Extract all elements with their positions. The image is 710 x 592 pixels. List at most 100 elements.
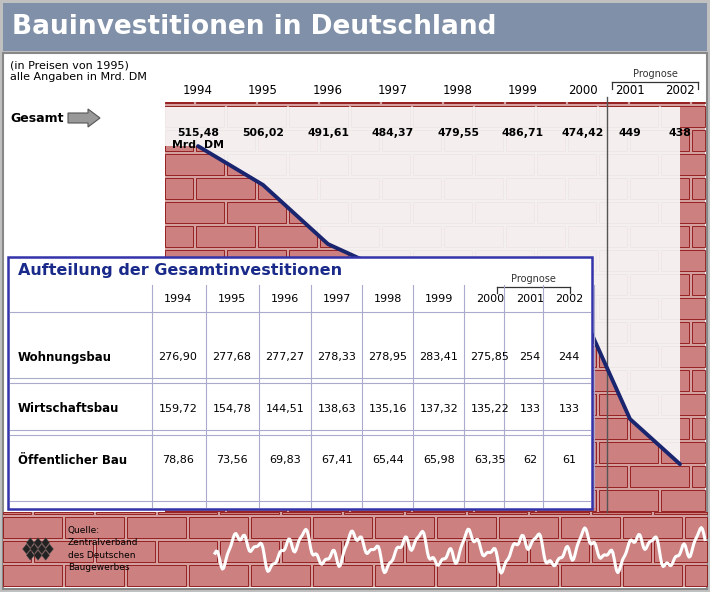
Text: 65,98: 65,98	[423, 455, 455, 465]
Bar	[475, 153, 534, 175]
Text: Aufteilung der Gesamtinvestitionen: Aufteilung der Gesamtinvestitionen	[18, 263, 342, 278]
Bar	[220, 540, 279, 561]
Bar	[630, 178, 689, 198]
Bar	[568, 369, 627, 391]
Bar	[165, 201, 224, 223]
Bar	[344, 512, 403, 513]
Bar	[196, 130, 255, 150]
Text: 2002: 2002	[665, 84, 695, 97]
Bar	[692, 369, 705, 391]
Bar	[692, 178, 705, 198]
Bar	[530, 512, 589, 513]
Text: 1995: 1995	[218, 294, 246, 304]
Bar	[413, 394, 472, 414]
Text: 1995: 1995	[248, 84, 278, 97]
Text: 515,48
Mrd. DM: 515,48 Mrd. DM	[172, 128, 224, 150]
Bar	[692, 417, 705, 439]
Bar	[444, 178, 503, 198]
Bar	[165, 417, 193, 439]
Bar	[196, 465, 255, 487]
Bar	[320, 417, 379, 439]
Text: 484,37: 484,37	[372, 128, 414, 138]
Bar	[227, 346, 286, 366]
Bar	[158, 512, 217, 513]
Text: 73,56: 73,56	[216, 455, 248, 465]
Bar	[158, 540, 217, 561]
Text: 1994: 1994	[183, 84, 213, 97]
Bar	[227, 249, 286, 271]
Bar	[196, 321, 255, 343]
Bar	[537, 490, 596, 510]
Bar	[499, 516, 558, 538]
Bar	[3, 516, 62, 538]
Bar	[289, 105, 348, 127]
Bar	[320, 321, 379, 343]
Bar	[227, 201, 286, 223]
Bar	[444, 369, 503, 391]
Bar	[630, 465, 689, 487]
Bar	[661, 490, 705, 510]
Text: 506,02: 506,02	[242, 128, 284, 138]
Text: 491,61: 491,61	[307, 128, 349, 138]
Text: 1997: 1997	[378, 84, 408, 97]
Text: 154,78: 154,78	[212, 404, 251, 414]
Bar	[289, 201, 348, 223]
Bar	[220, 512, 279, 513]
Text: 2002: 2002	[555, 294, 583, 304]
Bar	[165, 178, 193, 198]
Bar	[413, 346, 472, 366]
Bar	[227, 105, 286, 127]
Bar	[165, 442, 224, 462]
Bar	[165, 102, 705, 512]
Bar	[413, 105, 472, 127]
Bar	[654, 512, 707, 513]
Text: 133: 133	[559, 404, 579, 414]
Bar	[382, 130, 441, 150]
Text: alle Angaben in Mrd. DM: alle Angaben in Mrd. DM	[10, 72, 147, 82]
Bar	[3, 540, 31, 561]
Bar	[568, 321, 627, 343]
Bar	[599, 298, 658, 318]
Bar	[599, 105, 658, 127]
Bar	[165, 346, 224, 366]
Bar	[351, 153, 410, 175]
Bar	[413, 249, 472, 271]
Bar	[320, 274, 379, 294]
Text: 2000: 2000	[476, 294, 504, 304]
Bar	[661, 105, 705, 127]
Bar	[537, 298, 596, 318]
Bar	[568, 226, 627, 246]
Bar	[65, 516, 124, 538]
Bar	[530, 540, 589, 561]
Text: Quelle:
Zentralverband
des Deutschen
Baugewerbes: Quelle: Zentralverband des Deutschen Bau…	[68, 526, 138, 572]
Bar	[227, 394, 286, 414]
Text: 138,63: 138,63	[317, 404, 356, 414]
Text: 2001: 2001	[615, 84, 645, 97]
Polygon shape	[42, 538, 50, 548]
Bar	[506, 417, 565, 439]
Text: 135,22: 135,22	[471, 404, 509, 414]
Bar	[258, 226, 317, 246]
Text: 278,33: 278,33	[317, 352, 356, 362]
Polygon shape	[38, 544, 45, 554]
Bar	[289, 298, 348, 318]
Text: Öffentlicher Bau: Öffentlicher Bau	[18, 453, 127, 466]
Bar	[475, 201, 534, 223]
Bar	[537, 442, 596, 462]
Bar	[165, 490, 224, 510]
Bar	[127, 565, 186, 585]
Bar	[568, 130, 627, 150]
Bar	[537, 153, 596, 175]
Text: 1999: 1999	[508, 84, 538, 97]
Bar	[351, 394, 410, 414]
Bar	[537, 346, 596, 366]
Bar	[3, 512, 31, 513]
Bar	[592, 512, 651, 513]
Polygon shape	[42, 551, 50, 560]
Bar	[623, 565, 682, 585]
Bar	[630, 274, 689, 294]
Bar	[165, 105, 224, 127]
Bar	[258, 465, 317, 487]
Bar	[661, 153, 705, 175]
Bar	[599, 201, 658, 223]
